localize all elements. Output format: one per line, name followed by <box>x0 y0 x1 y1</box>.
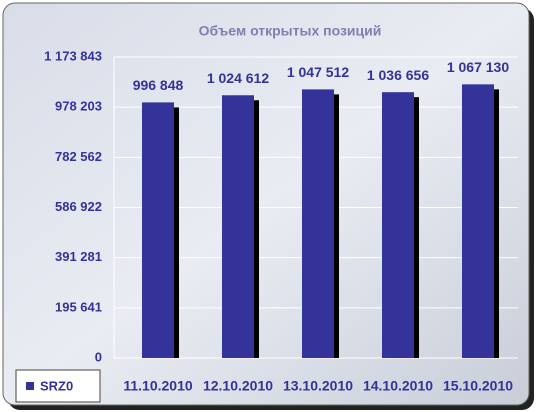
bar <box>222 95 254 358</box>
y-tick-label: 391 281 <box>55 249 102 264</box>
x-tick-label: 11.10.2010 <box>123 378 193 394</box>
y-tick-label: 195 641 <box>55 299 102 314</box>
y-tick-label: 978 203 <box>55 99 102 114</box>
y-tick-label: 782 562 <box>55 149 102 164</box>
legend-swatch <box>26 382 34 390</box>
y-tick-label: 0 <box>95 349 102 364</box>
data-label: 1 067 130 <box>447 59 509 75</box>
y-tick-label: 1 173 843 <box>44 48 102 63</box>
bar <box>142 102 174 359</box>
data-label: 1 024 612 <box>207 70 269 86</box>
data-label: 1 036 656 <box>367 67 429 83</box>
bar <box>302 89 334 358</box>
bar <box>462 84 494 358</box>
bar <box>382 92 414 359</box>
data-label: 1 047 512 <box>287 64 349 80</box>
chart-title: Объем открытых позиций <box>199 23 382 39</box>
x-tick-label: 12.10.2010 <box>203 378 273 394</box>
x-tick-label: 14.10.2010 <box>363 378 433 394</box>
data-label: 996 848 <box>133 77 184 93</box>
x-tick-label: 15.10.2010 <box>443 378 513 394</box>
x-tick-label: 13.10.2010 <box>283 378 353 394</box>
y-tick-label: 586 922 <box>55 199 102 214</box>
legend-label: SRZ0 <box>40 378 73 393</box>
